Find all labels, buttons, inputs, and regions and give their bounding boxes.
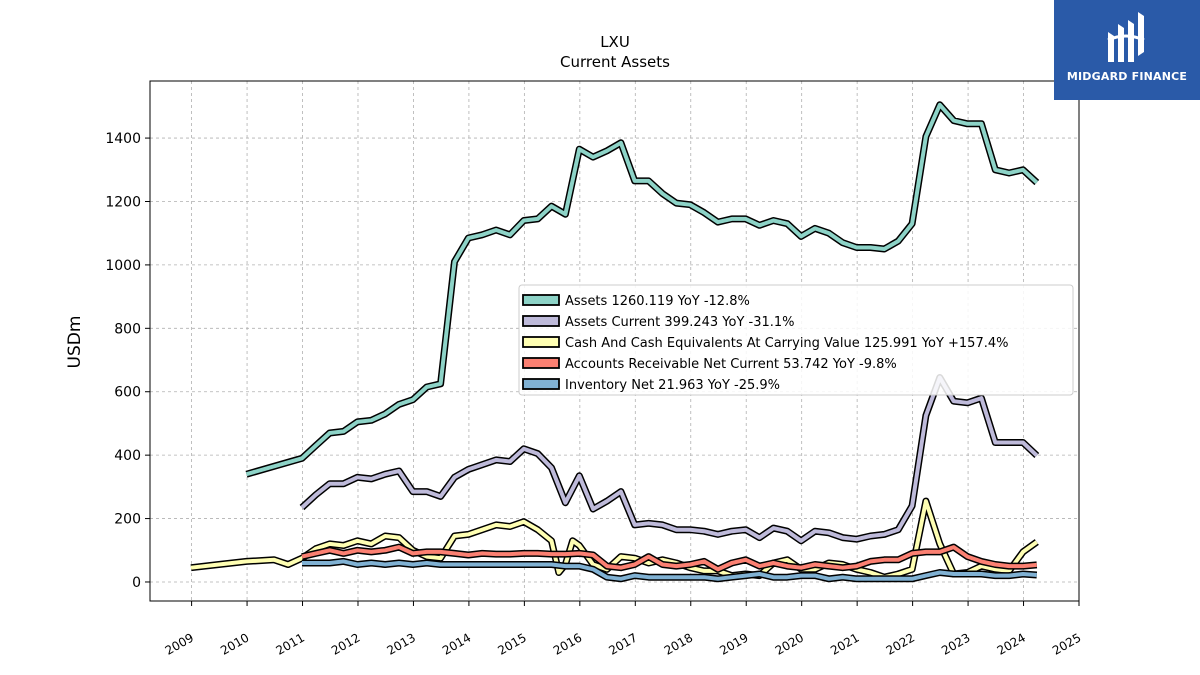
- x-tick-label-4: 2013: [384, 630, 417, 657]
- x-tick-label-1: 2010: [218, 630, 251, 657]
- x-tick-label-3: 2012: [329, 630, 362, 657]
- brand-logo: MIDGARD FINANCE: [1054, 0, 1200, 100]
- legend: Assets 1260.119 YoY -12.8% Assets Current…: [518, 284, 1074, 396]
- series-line-1: [300, 375, 1039, 543]
- series-line-4: [302, 559, 1037, 581]
- x-tick-label-15: 2024: [995, 630, 1028, 657]
- legend-label-1: Assets Current 399.243 YoY -31.1%: [565, 315, 795, 330]
- chart-title: LXU: [600, 33, 630, 51]
- y-tick-label-0: 0: [132, 575, 141, 591]
- legend-label-0: Assets 1260.119 YoY -12.8%: [565, 294, 750, 309]
- x-tick-label-0: 2009: [163, 630, 196, 657]
- x-tick-label-9: 2018: [662, 630, 695, 657]
- x-tick-label-5: 2014: [440, 630, 473, 657]
- brand-name: MIDGARD FINANCE: [1066, 70, 1188, 83]
- x-tick-label-7: 2016: [551, 630, 584, 657]
- legend-swatch-0: [522, 294, 560, 306]
- legend-swatch-3: [522, 357, 560, 369]
- x-tick-label-12: 2021: [828, 630, 861, 657]
- x-tick-label-2: 2011: [274, 630, 307, 657]
- x-tick-label-13: 2022: [884, 630, 917, 657]
- x-tick-label-14: 2023: [939, 630, 972, 657]
- plot-frame: [149, 80, 1080, 602]
- series-layer: [190, 101, 1040, 583]
- series-line-3: [301, 545, 1037, 572]
- x-tick-label-6: 2015: [495, 630, 528, 657]
- x-tick-label-10: 2019: [717, 630, 750, 657]
- legend-label-4: Inventory Net 21.963 YoY -25.9%: [565, 378, 780, 393]
- legend-swatch-4: [522, 378, 560, 390]
- x-tick-label-16: 2025: [1050, 630, 1083, 657]
- y-tick-label-7: 1400: [105, 131, 141, 147]
- series-line-0: [245, 102, 1039, 477]
- y-tick-label-2: 400: [114, 448, 141, 464]
- legend-label-3: Accounts Receivable Net Current 53.742 Y…: [565, 357, 897, 372]
- x-tick-label-11: 2020: [773, 630, 806, 657]
- y-tick-label-4: 800: [114, 321, 141, 337]
- y-tick-label-5: 1000: [105, 258, 141, 274]
- legend-swatch-2: [522, 336, 560, 348]
- y-tick-label-1: 200: [114, 512, 141, 528]
- legend-swatch-1: [522, 315, 560, 327]
- series-line-2: [190, 499, 1038, 580]
- y-tick-label-3: 600: [114, 385, 141, 401]
- chart-subtitle: Current Assets: [560, 53, 670, 71]
- y-tick-label-6: 1200: [105, 194, 141, 210]
- legend-label-2: Cash And Cash Equivalents At Carrying Va…: [565, 336, 1008, 351]
- legend-box: [518, 284, 1074, 396]
- x-tick-label-8: 2017: [606, 630, 639, 657]
- brand-logo-icon: [1107, 12, 1145, 62]
- y-axis-label: USDm: [65, 316, 85, 369]
